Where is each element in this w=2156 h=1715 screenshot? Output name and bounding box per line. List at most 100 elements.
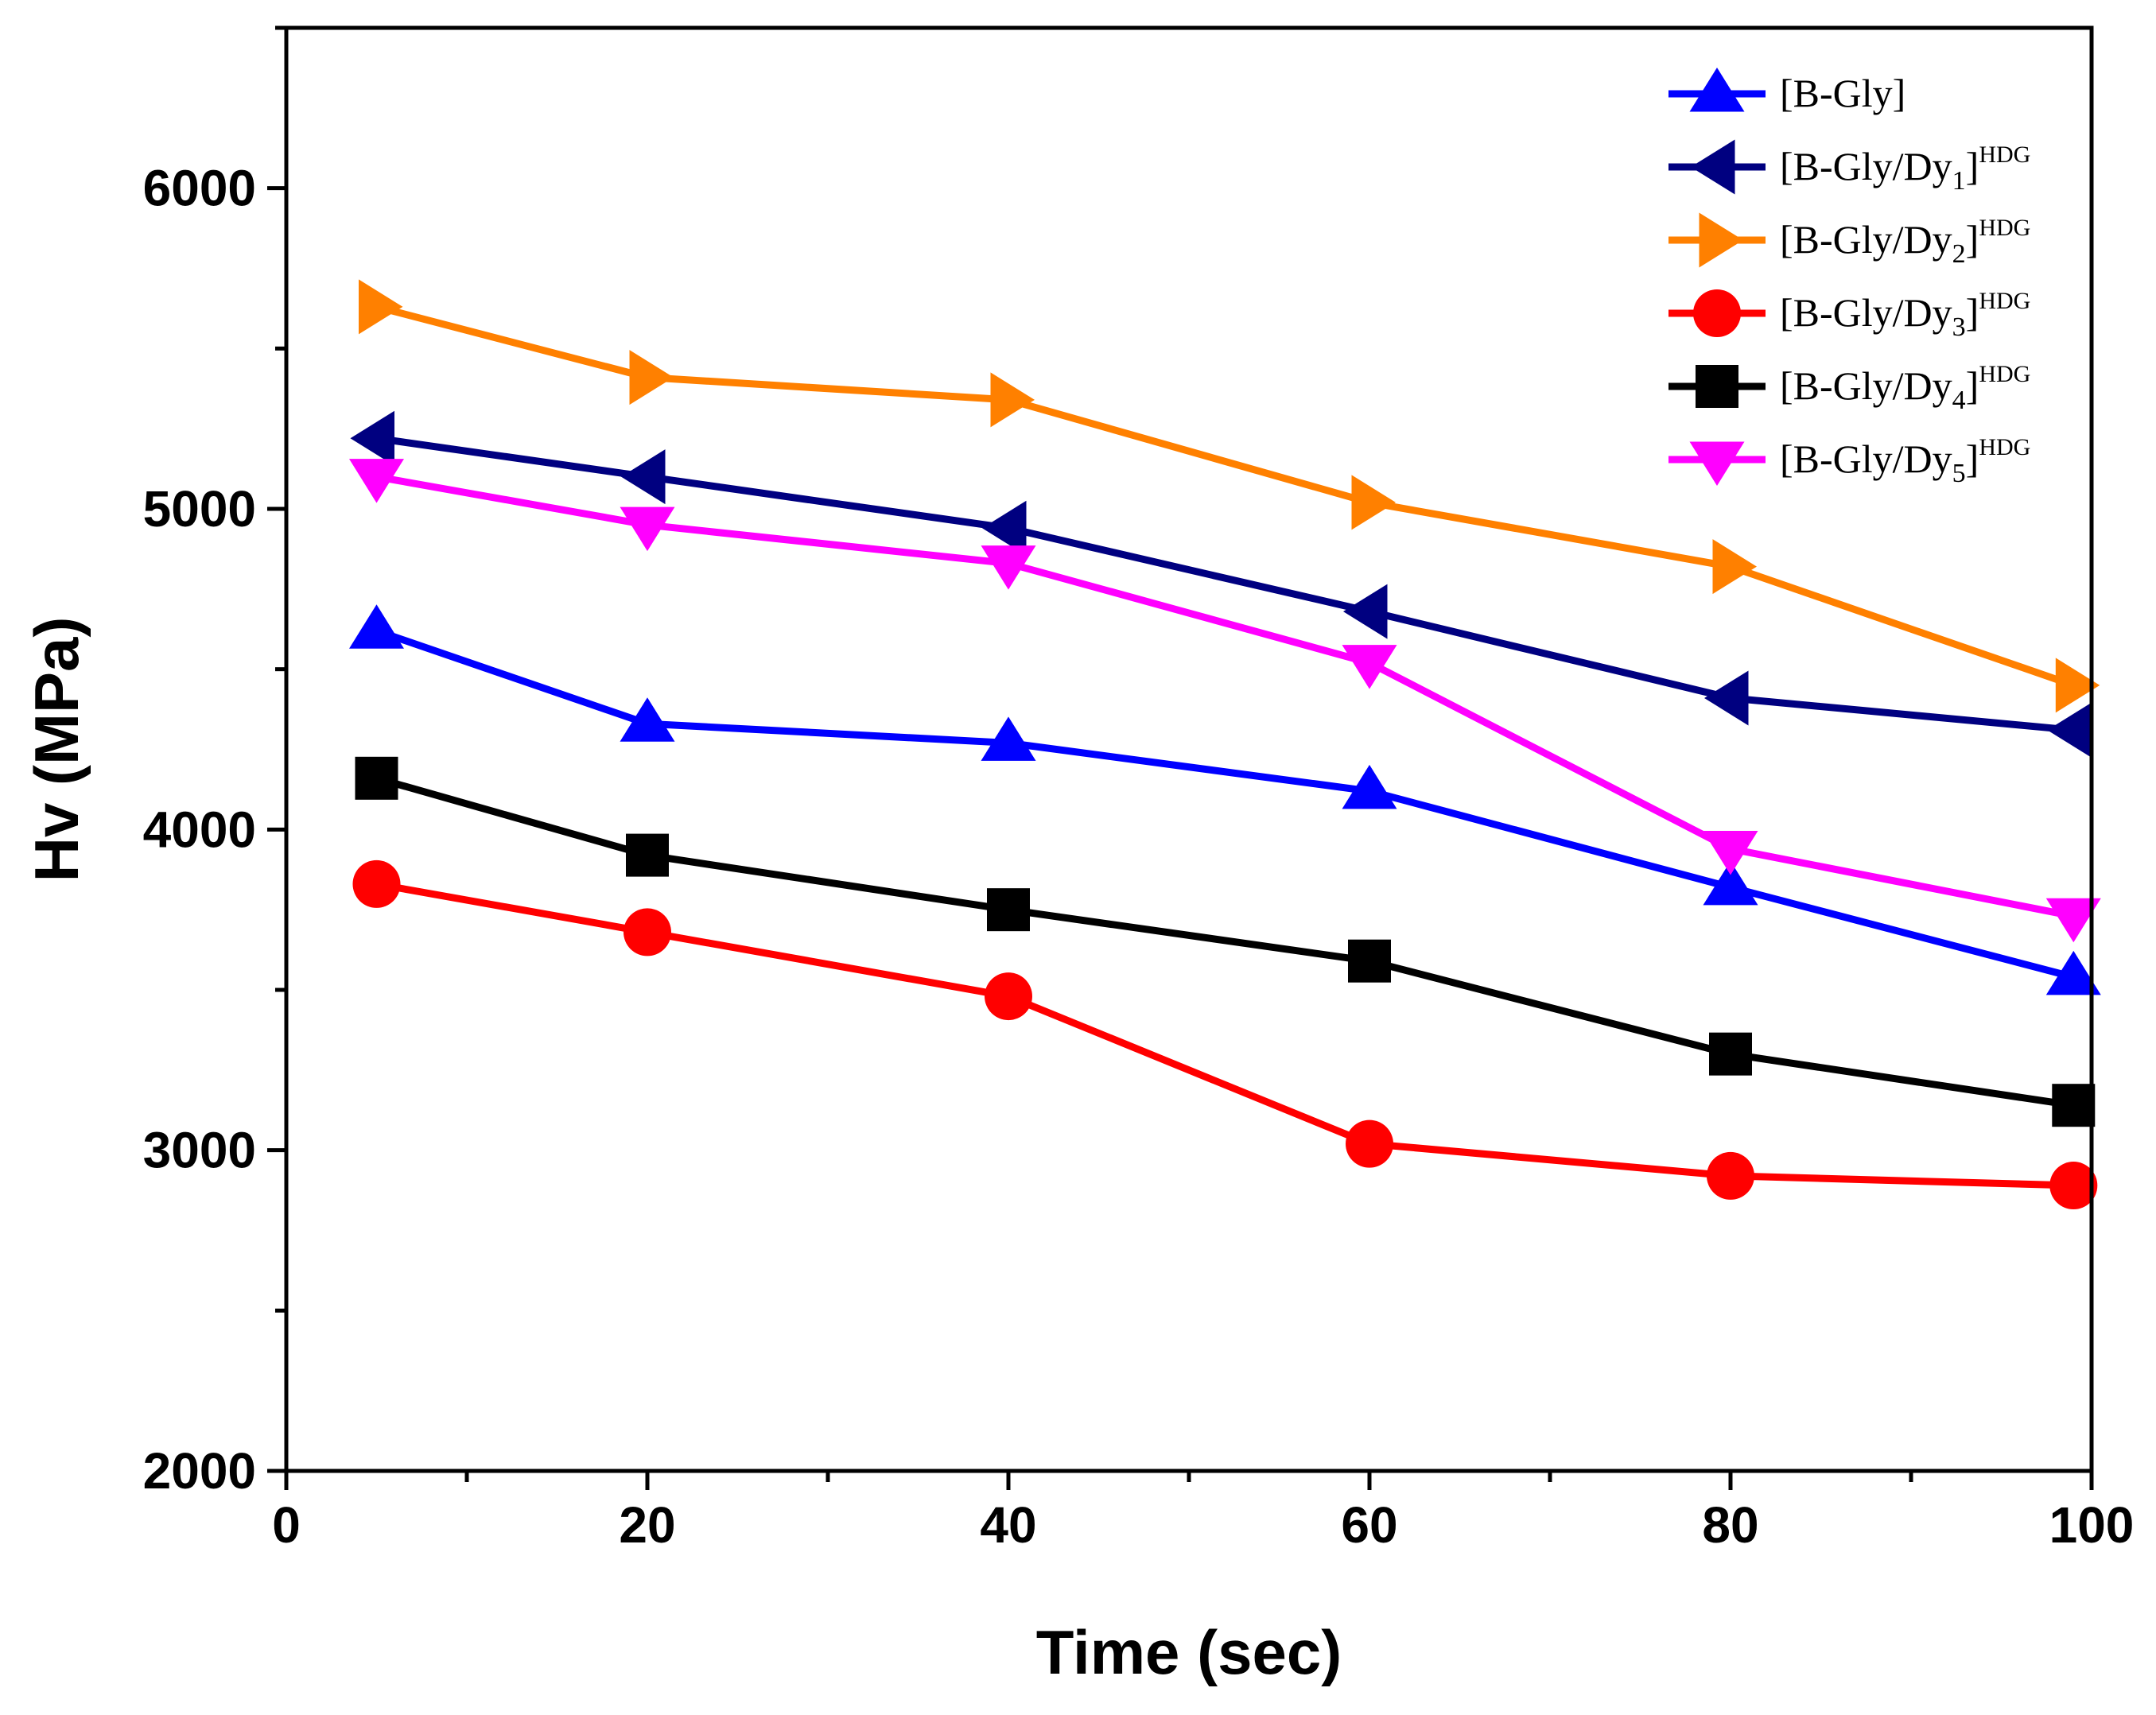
data-point [982, 500, 1027, 556]
legend-marker [1693, 289, 1741, 337]
data-point [629, 350, 674, 405]
data-point [2055, 658, 2100, 713]
data-point [981, 545, 1036, 590]
legend: [B-Gly][B-Gly/Dy1]HDG[B-Gly/Dy2]HDG[B-Gl… [1668, 68, 2030, 488]
data-point [623, 908, 671, 956]
series-5 [355, 756, 2096, 1127]
data-point [1348, 939, 1391, 983]
data-point [352, 859, 401, 908]
series-6 [349, 459, 2101, 943]
series-line [375, 880, 2074, 1189]
data-point [1712, 539, 1757, 595]
legend-label: [B-Gly/Dy1]HDG [1780, 142, 2030, 196]
y-tick-label: 6000 [143, 160, 256, 217]
legend-marker [1696, 365, 1738, 408]
x-tick-label: 40 [980, 1496, 1036, 1554]
legend-label-superscript: HDG [1979, 215, 2030, 241]
legend-label-subscript: 3 [1952, 312, 1966, 342]
data-point [1342, 764, 1397, 809]
legend-label-base: [B-Gly/Dy [1780, 144, 1952, 188]
legend-marker [1691, 139, 1735, 195]
legend-label-close: ] [1966, 290, 1979, 335]
legend-label: [B-Gly/Dy4]HDG [1780, 361, 2030, 415]
data-point [2045, 950, 2101, 995]
series-line [375, 774, 2074, 1109]
legend-entry: [B-Gly/Dy3]HDG [1668, 288, 2030, 342]
series-3 [359, 279, 2100, 713]
legend-label-close: ] [1966, 217, 1979, 262]
legend-label-superscript: HDG [1979, 361, 2030, 387]
legend-label: [B-Gly/Dy5]HDG [1780, 434, 2030, 488]
legend-label-superscript: HDG [1979, 434, 2030, 460]
x-tick-label: 80 [1702, 1496, 1758, 1554]
data-point [1346, 1119, 1393, 1168]
x-tick-label: 0 [272, 1496, 301, 1554]
series-line [375, 627, 2075, 981]
legend-label: [B-Gly/Dy3]HDG [1780, 288, 2030, 342]
legend-label-subscript: 5 [1952, 459, 1966, 488]
legend-entry: [B-Gly/Dy4]HDG [1668, 361, 2030, 415]
data-point [2052, 1084, 2096, 1127]
legend-marker [1699, 212, 1743, 268]
legend-label-subscript: 2 [1952, 239, 1966, 269]
y-axis-title: Hv (MPa) [21, 617, 91, 883]
legend-entry: [B-Gly] [1668, 68, 1905, 115]
series-1 [349, 604, 2101, 995]
legend-label-subscript: 4 [1952, 386, 1966, 415]
data-point [1704, 670, 1749, 726]
x-tick-label: 20 [619, 1496, 675, 1554]
series-line [375, 473, 2075, 920]
data-point [620, 697, 675, 742]
data-point [981, 716, 1036, 761]
legend-label: [B-Gly/Dy2]HDG [1780, 215, 2030, 269]
legend-marker [1689, 68, 1745, 112]
data-point [350, 410, 394, 466]
series-layer [349, 279, 2101, 1210]
axes-layer: 0 20 40 60 80 100 2000 3000 4000 5000 6000 [143, 25, 2135, 1554]
data-point [1343, 584, 1388, 639]
data-point [2047, 702, 2092, 758]
legend-label-superscript: HDG [1979, 142, 2030, 168]
data-point [985, 972, 1032, 1021]
legend-label-close: ] [1966, 144, 1979, 188]
data-point [2045, 898, 2101, 943]
data-point [990, 372, 1035, 428]
y-tick-label: 3000 [143, 1122, 256, 1179]
legend-label-base: [B-Gly] [1780, 71, 1905, 115]
legend-entry: [B-Gly/Dy1]HDG [1668, 139, 2030, 196]
legend-label-superscript: HDG [1979, 288, 2030, 314]
x-axis-title: Time (sec) [1036, 1617, 1342, 1687]
legend-label-base: [B-Gly/Dy [1780, 290, 1952, 335]
data-point [621, 449, 666, 505]
legend-marker [1689, 441, 1745, 486]
data-point [355, 756, 398, 800]
legend-entry: [B-Gly/Dy2]HDG [1668, 212, 2030, 269]
legend-label-subscript: 1 [1952, 166, 1966, 196]
y-tick-label: 4000 [143, 801, 256, 858]
series-4 [352, 859, 2098, 1210]
legend-label-base: [B-Gly/Dy [1780, 437, 1952, 481]
series-line [375, 434, 2074, 734]
legend-label-close: ] [1966, 363, 1979, 408]
x-tick-label: 100 [2049, 1496, 2135, 1554]
y-tick-label: 5000 [143, 480, 256, 537]
data-point [359, 279, 403, 335]
legend-entry: [B-Gly/Dy5]HDG [1668, 434, 2030, 488]
data-point [1703, 860, 1758, 906]
legend-label-close: ] [1966, 437, 1979, 481]
data-point [626, 833, 669, 877]
data-point [349, 604, 404, 649]
legend-label: [B-Gly] [1780, 71, 1905, 115]
data-point [987, 888, 1030, 932]
data-point [620, 506, 675, 552]
series-line [375, 303, 2075, 689]
data-point [1709, 1032, 1752, 1076]
data-point [1707, 1151, 1754, 1200]
data-point [1703, 831, 1758, 875]
data-point [1342, 645, 1397, 689]
data-point [2049, 1162, 2098, 1210]
y-tick-label: 2000 [143, 1442, 256, 1500]
series-2 [350, 410, 2092, 758]
data-point [349, 459, 404, 503]
